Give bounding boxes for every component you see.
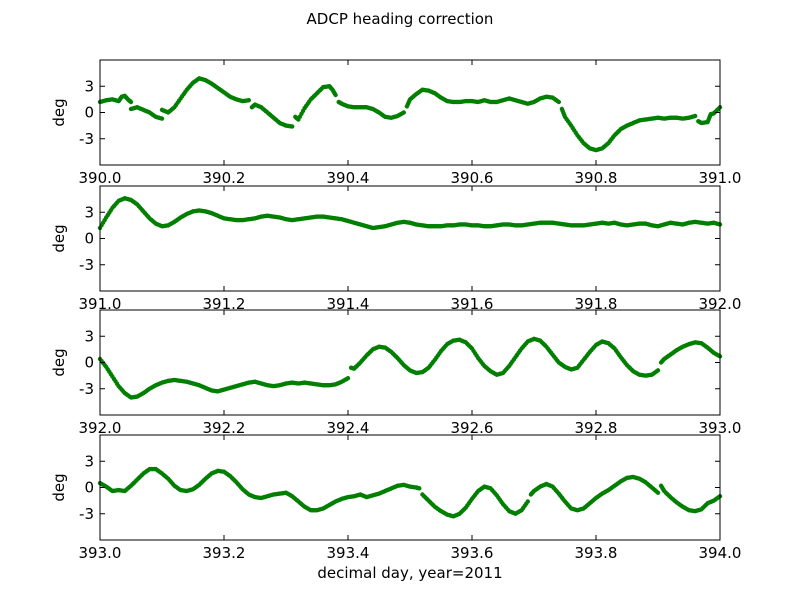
y-axis-label: deg (50, 98, 68, 126)
y-tick-label: -3 (79, 130, 94, 148)
y-tick-label: 3 (84, 77, 94, 95)
y-tick-label: -3 (79, 256, 94, 274)
x-tick-label: 393.0 (699, 419, 742, 437)
x-tick-label: 391.0 (79, 295, 122, 313)
panel-2: 391.0 391.2 391.4 391.6 391.8 392.0 3 0 -3 deg (50, 185, 742, 313)
data-point (333, 92, 338, 98)
x-tick-label: 393.8 (575, 544, 618, 562)
x-tick-label: 392.0 (699, 295, 742, 313)
data-point (159, 116, 165, 121)
panel-1-markers (97, 76, 723, 153)
data-point (345, 376, 351, 381)
x-tick-label: 391.4 (327, 295, 370, 313)
y-tick-label: 3 (84, 203, 94, 221)
panel-4-markers (97, 466, 723, 519)
panel-1: 390.0 390.2 390.4 390.6 390.8 391.0 3 0 -3 deg (50, 59, 742, 187)
x-tick-label: 390.0 (79, 169, 122, 187)
x-tick-label: 394.0 (699, 544, 742, 562)
x-tick-label: 391.0 (699, 169, 742, 187)
panel-4: 393.0 393.2 393.4 393.6 393.8 394.0 3 0 -3 deg (50, 434, 742, 562)
x-tick-label: 392.6 (451, 419, 494, 437)
y-axis-label: deg (50, 348, 68, 376)
x-tick-label: 390.8 (575, 169, 618, 187)
y-tick-label: 3 (84, 327, 94, 345)
x-tick-label: 392.0 (79, 419, 122, 437)
x-tick-label: 392.8 (575, 419, 618, 437)
x-tick-label: 390.2 (203, 169, 246, 187)
x-tick-label: 393.2 (203, 544, 246, 562)
data-point (525, 499, 530, 504)
data-point (693, 113, 698, 119)
data-point (556, 99, 561, 105)
y-tick-label: 0 (84, 230, 94, 248)
data-point (290, 124, 295, 129)
y-axis-label: deg (50, 224, 68, 252)
data-point (246, 98, 251, 103)
data-point (655, 490, 661, 495)
y-tick-label: 0 (84, 479, 94, 497)
y-axis-label: deg (50, 473, 68, 501)
x-tick-label: 392.4 (327, 419, 370, 437)
data-point (417, 486, 422, 491)
y-tick-label: -3 (79, 380, 94, 398)
x-axis-label: decimal day, year=2011 (317, 564, 502, 582)
y-tick-label: 0 (84, 354, 94, 372)
data-point (655, 368, 661, 373)
chart-title: ADCP heading correction (307, 10, 494, 28)
y-tick-label: 3 (84, 452, 94, 470)
panel-2-markers (97, 196, 723, 231)
x-tick-label: 393.6 (451, 544, 494, 562)
x-tick-label: 390.6 (451, 169, 494, 187)
data-point (401, 110, 406, 115)
x-tick-label: 391.2 (203, 295, 246, 313)
data-point (128, 99, 134, 105)
y-tick-label: 0 (84, 104, 94, 122)
x-tick-label: 391.8 (575, 295, 618, 313)
x-tick-label: 393.0 (79, 544, 122, 562)
y-tick-label: -3 (79, 505, 94, 523)
panels: 390.0 390.2 390.4 390.6 390.8 391.030-3deg391… (50, 59, 742, 562)
x-tick-label: 393.4 (327, 544, 370, 562)
x-tick-label: 391.6 (451, 295, 494, 313)
x-tick-label: 390.4 (327, 169, 370, 187)
x-tick-label: 392.2 (203, 419, 246, 437)
panel-3: 392.0 392.2 392.4 392.6 392.8 393.0 3 0 -3 deg (50, 309, 742, 437)
